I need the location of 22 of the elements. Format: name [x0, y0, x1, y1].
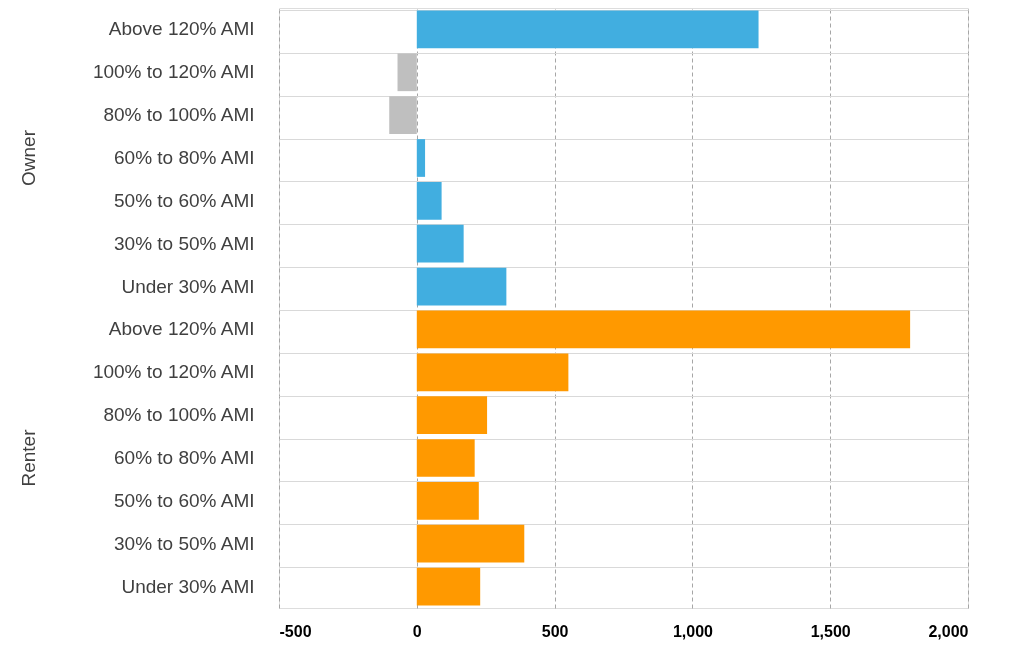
y-tick-label: 80% to 100% AMI	[103, 404, 255, 426]
text: Owner	[18, 129, 39, 186]
y-tick-label: 100% to 120% AMI	[92, 361, 255, 383]
y-tick-label: Above 120% AMI	[108, 18, 255, 40]
x-tick-label: 500	[541, 622, 569, 640]
text: Renter	[18, 428, 39, 487]
x-tick-label: 1,500	[810, 622, 851, 640]
y-tick-label: Under 30% AMI	[121, 275, 255, 297]
y-tick-label: 30% to 50% AMI	[114, 532, 255, 554]
x-tick-label: 2,000	[928, 622, 969, 640]
y-tick-label: Under 30% AMI	[121, 575, 255, 597]
y-tick-label: 50% to 60% AMI	[114, 189, 255, 211]
y-tick-label: 60% to 80% AMI	[114, 147, 255, 168]
x-tick-label: 0	[412, 622, 422, 640]
y-tick-label: 60% to 80% AMI	[114, 447, 255, 468]
y-tick-label: 30% to 50% AMI	[114, 232, 255, 254]
y-tick-label: 50% to 60% AMI	[114, 489, 255, 511]
x-tick-label: -500	[279, 622, 312, 640]
y-tick-label: 80% to 100% AMI	[103, 104, 255, 126]
x-tick-label: 1,000	[672, 622, 714, 640]
y-tick-label: 100% to 120% AMI	[92, 61, 255, 83]
y-tick-label: Above 120% AMI	[108, 318, 255, 340]
